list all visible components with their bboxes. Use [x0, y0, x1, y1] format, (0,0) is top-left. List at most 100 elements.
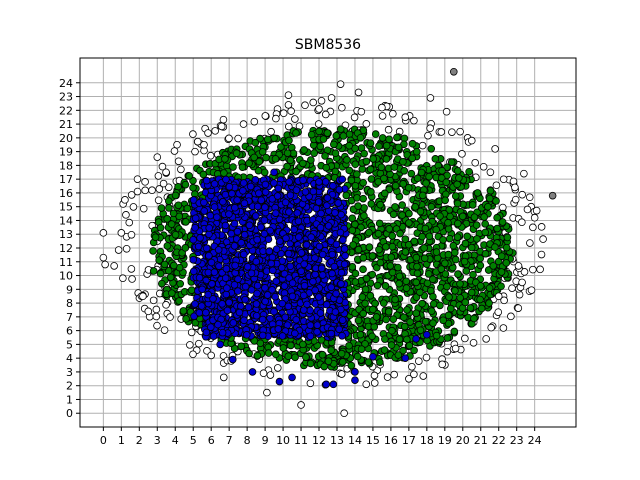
inner-point [251, 176, 260, 184]
inner-point [294, 217, 303, 226]
middle-point [389, 210, 398, 219]
outer-point [211, 127, 219, 135]
middle-point [371, 130, 380, 138]
outer-point [314, 120, 323, 128]
outer-point [507, 312, 515, 321]
inner-point [318, 271, 327, 279]
inner-point [297, 267, 306, 276]
outer-point [266, 371, 275, 379]
inner-point [339, 236, 347, 244]
middle-point [367, 188, 375, 196]
middle-point [256, 134, 264, 143]
middle-point [174, 201, 183, 210]
outer-sample-point [482, 335, 490, 343]
outer-point [267, 127, 275, 136]
inner-sample-point [189, 235, 198, 244]
outer-sample-point [378, 103, 386, 112]
outer-point [186, 341, 194, 349]
y-tick-label: 7 [66, 311, 73, 324]
y-tick-label: 10 [59, 270, 73, 283]
outer-point [370, 371, 379, 380]
inner-point [223, 284, 231, 292]
inner-point [300, 281, 309, 290]
outer-sample-point [405, 375, 413, 383]
x-tick-label: 18 [420, 434, 434, 447]
outer-sample-point [200, 140, 208, 149]
middle-point [171, 191, 180, 200]
inner-point [202, 308, 210, 317]
middle-point [362, 157, 371, 166]
outer-point [458, 150, 466, 158]
middle-point [476, 254, 484, 263]
outer-point [537, 250, 546, 259]
inner-point [240, 230, 249, 239]
middle-point [395, 279, 403, 288]
outer-point [206, 151, 215, 160]
middle-point [432, 248, 441, 256]
middle-point [497, 282, 505, 291]
y-tick-label: 9 [66, 283, 73, 296]
middle-point [416, 326, 425, 335]
middle-point [410, 346, 418, 355]
middle-point [347, 176, 356, 185]
inner-point [228, 189, 236, 198]
y-tick-label: 11 [59, 256, 73, 269]
middle-point [359, 265, 367, 274]
middle-point [402, 277, 411, 286]
inner-point [258, 315, 267, 324]
middle-point [477, 304, 486, 313]
outer-point [250, 117, 259, 126]
outer-point [127, 191, 136, 199]
outer-sample-point [110, 262, 118, 270]
inner-point [281, 313, 290, 322]
outer-point [193, 137, 202, 146]
middle-point [410, 237, 419, 246]
middle-point [310, 149, 318, 157]
middle-point [353, 352, 362, 361]
middle-point [400, 167, 409, 175]
inner-point [286, 191, 295, 200]
inner-point [259, 247, 267, 255]
inner-point [253, 281, 262, 290]
middle-point [368, 270, 377, 279]
inner-point [299, 291, 308, 300]
middle-point [351, 160, 360, 168]
middle-point [456, 280, 464, 288]
outer-point [127, 265, 136, 273]
x-tick-label: 0 [100, 434, 107, 447]
middle-point [441, 259, 449, 268]
middle-point [432, 331, 441, 340]
middle-point [169, 261, 178, 270]
middle-point [400, 322, 409, 331]
middle-point [405, 209, 413, 218]
outer-sample-point [191, 147, 199, 156]
middle-point [446, 304, 455, 313]
inner-point [265, 247, 274, 256]
inner-point [294, 233, 303, 241]
inner-point [202, 244, 211, 253]
outer-point [273, 364, 282, 372]
middle-point [436, 301, 444, 310]
inner-point [263, 291, 272, 299]
middle-point [331, 149, 340, 157]
middle-point [412, 147, 421, 156]
middle-point [411, 203, 420, 211]
middle-point [181, 180, 190, 189]
middle-point [283, 149, 292, 157]
middle-point [398, 201, 406, 209]
middle-point [286, 341, 295, 350]
middle-point [485, 284, 494, 292]
middle-point [489, 262, 498, 270]
inner-point [322, 300, 331, 309]
outer-point [189, 130, 197, 138]
middle-point [285, 136, 293, 145]
x-tick-label: 3 [154, 434, 161, 447]
middle-point [388, 232, 397, 240]
outer-point [338, 103, 346, 112]
inner-point [233, 227, 242, 236]
inner-sample-point [248, 368, 257, 376]
inner-sample-point [369, 352, 377, 361]
inner-point [317, 264, 326, 273]
inner-point [247, 269, 256, 278]
outer-point [437, 128, 446, 136]
